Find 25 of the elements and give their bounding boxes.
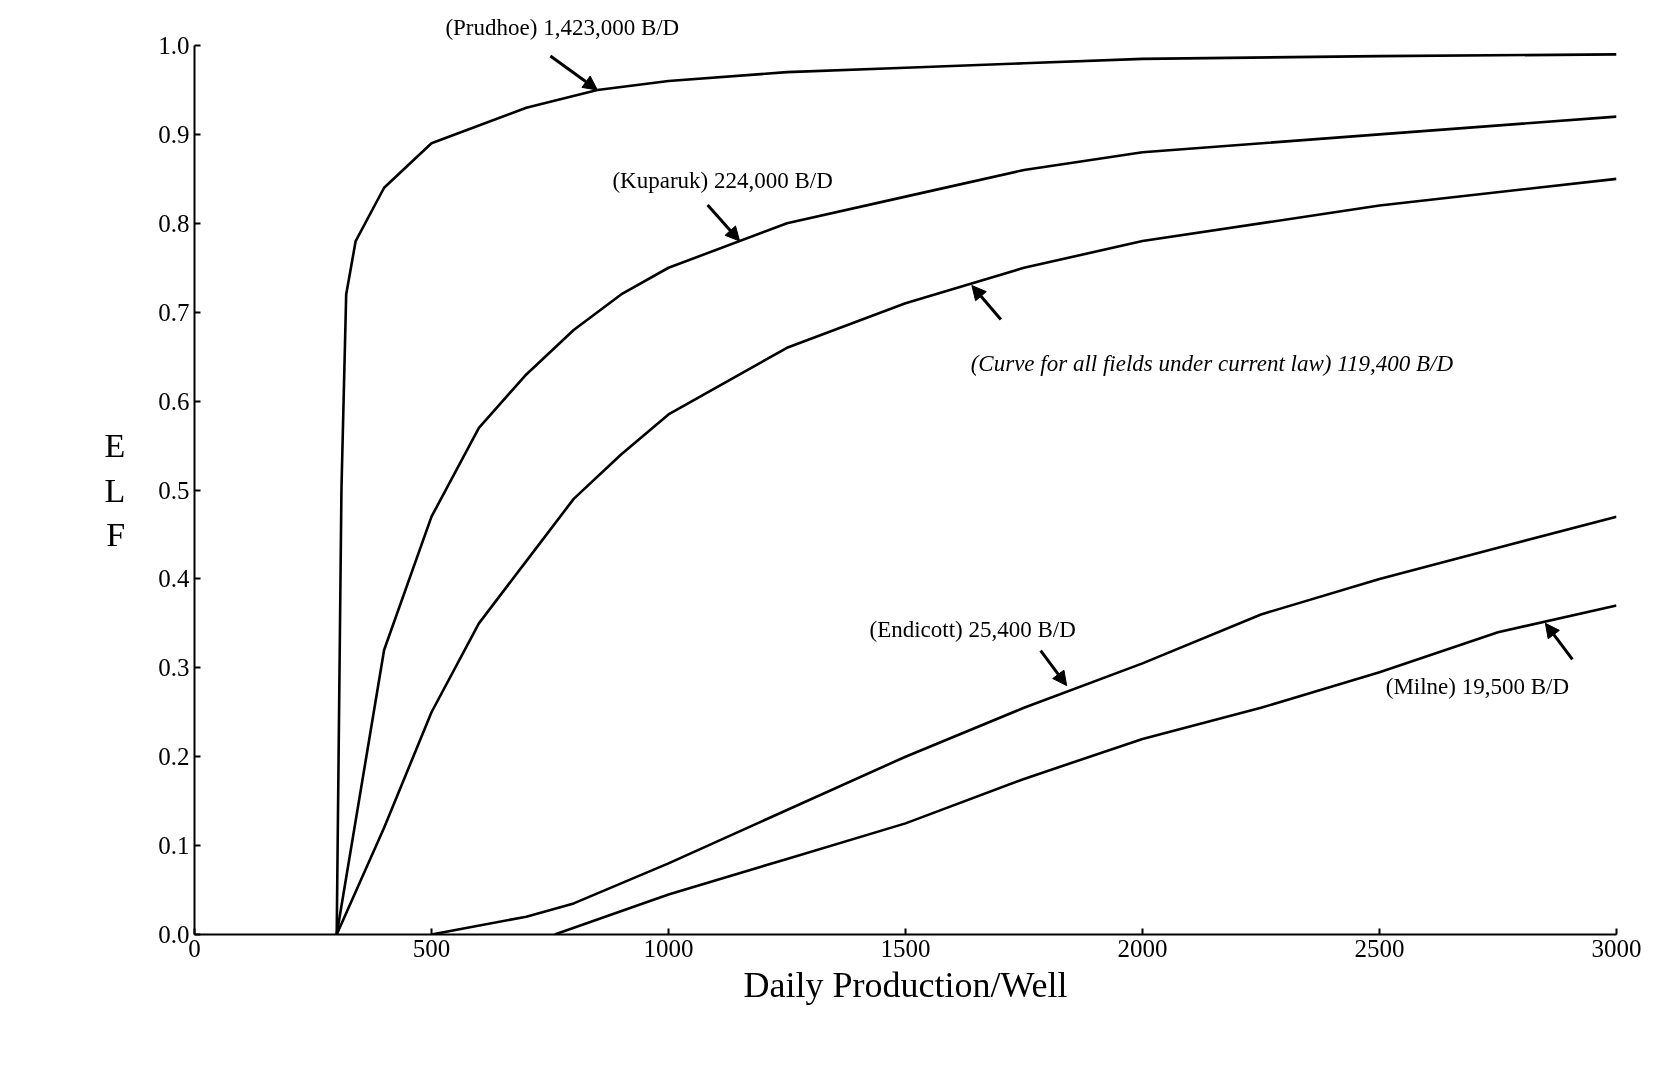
x-tick-label: 0: [188, 934, 201, 962]
x-tick-label: 1500: [880, 934, 931, 962]
y-tick-label: 0.7: [158, 298, 190, 326]
y-tick-label: 0.3: [158, 654, 190, 682]
annotation: (Kuparuk) 224,000 B/D: [612, 167, 833, 193]
y-tick-label: 0.6: [158, 387, 190, 415]
y-tick-label: 0.2: [158, 743, 190, 771]
annotation: (Milne) 19,500 B/D: [1385, 673, 1570, 699]
y-tick-label: 1.0: [158, 32, 190, 59]
x-tick-label: 500: [412, 934, 451, 962]
x-axis-title: Daily Production/Well: [743, 964, 1068, 1005]
y-tick-label: 0.1: [158, 832, 190, 860]
y-axis-title: ELF: [104, 427, 126, 553]
y-tick-label: 0.5: [158, 476, 190, 504]
y-tick-label: 0.9: [158, 120, 190, 148]
x-tick-label: 2500: [1354, 934, 1405, 962]
y-tick-label: 0.0: [158, 921, 190, 948]
x-tick-label: 1000: [643, 934, 694, 962]
y-tick-label: 0.8: [158, 209, 190, 237]
x-tick-label: 3000: [1591, 934, 1642, 962]
annotation: (Curve for all fields under current law) 119,400 B/D: [970, 351, 1454, 377]
annotation: (Prudhoe) 1,423,000 B/D: [445, 14, 680, 40]
x-tick-label: 2000: [1117, 934, 1168, 962]
annotation: (Endicott) 25,400 B/D: [869, 617, 1076, 643]
y-tick-label: 0.4: [158, 565, 190, 593]
